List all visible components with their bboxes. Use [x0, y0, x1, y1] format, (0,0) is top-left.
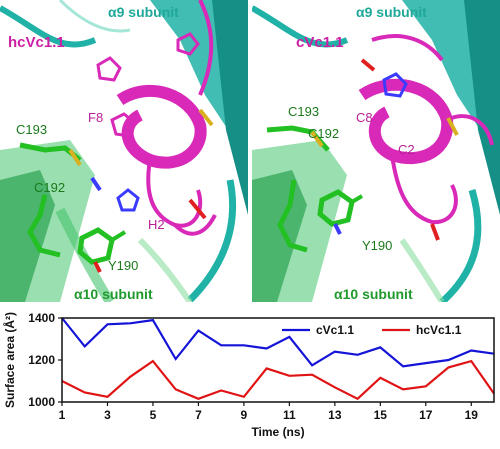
residue-label-c192: C192 — [34, 180, 66, 195]
x-tick-label: 3 — [104, 408, 111, 422]
x-tick-label: 1 — [59, 408, 66, 422]
x-tick-label: 9 — [241, 408, 248, 422]
alpha10-subunit-label: α10 subunit — [334, 286, 413, 302]
x-tick-label: 5 — [150, 408, 157, 422]
structure-panel-hcvc11: α9 subunit hcVc1.1 F8 C193 C192 H2 Y190 … — [0, 0, 248, 302]
residue-label-y190: Y190 — [362, 238, 393, 253]
residue-label-c193: C193 — [16, 122, 48, 137]
hcvc11-molecular-render — [0, 0, 248, 302]
structure-panel-cvc11: α9 subunit cVc1.1 C193 C8 C192 C2 Y190 α… — [252, 0, 500, 302]
residue-label-f8: F8 — [88, 110, 104, 125]
x-tick-label: 7 — [195, 408, 202, 422]
legend-label: hcVc1.1 — [416, 323, 462, 337]
legend-label: cVc1.1 — [316, 323, 354, 337]
residue-label-c193: C193 — [288, 104, 320, 119]
y-axis-label: Surface area (Å²) — [2, 312, 17, 408]
panel-title-hcvc11: hcVc1.1 — [8, 34, 65, 51]
residue-label-c192: C192 — [308, 126, 340, 141]
alpha9-subunit-label: α9 subunit — [108, 4, 179, 20]
residue-label-y190: Y190 — [108, 258, 139, 273]
x-tick-label: 19 — [465, 408, 479, 422]
alpha10-subunit-label: α10 subunit — [74, 286, 153, 302]
x-tick-label: 13 — [328, 408, 342, 422]
series-line-hcvc11 — [61, 359, 495, 401]
legend: cVc1.1 hcVc1.1 — [282, 323, 462, 337]
x-tick-label: 17 — [419, 408, 433, 422]
y-tick-label: 1000 — [28, 395, 55, 409]
x-tick-label: 11 — [283, 408, 296, 422]
x-tick-label: 15 — [374, 408, 388, 422]
series-line-cvc11 — [61, 317, 495, 368]
y-tick-label: 1200 — [28, 353, 55, 367]
y-tick-label: 1400 — [28, 311, 55, 325]
alpha9-subunit-label: α9 subunit — [356, 4, 427, 20]
residue-label-c8: C8 — [356, 110, 373, 125]
cvc11-molecular-render — [252, 0, 500, 302]
residue-label-c2: C2 — [398, 142, 415, 157]
surface-area-chart: 1 3 5 7 9 11 13 15 17 19 1000 1200 1400 Time (ns) Su… — [0, 304, 500, 449]
residue-label-h2: H2 — [148, 217, 165, 232]
x-axis-label: Time (ns) — [251, 425, 304, 439]
panel-title-cvc11: cVc1.1 — [296, 34, 344, 51]
